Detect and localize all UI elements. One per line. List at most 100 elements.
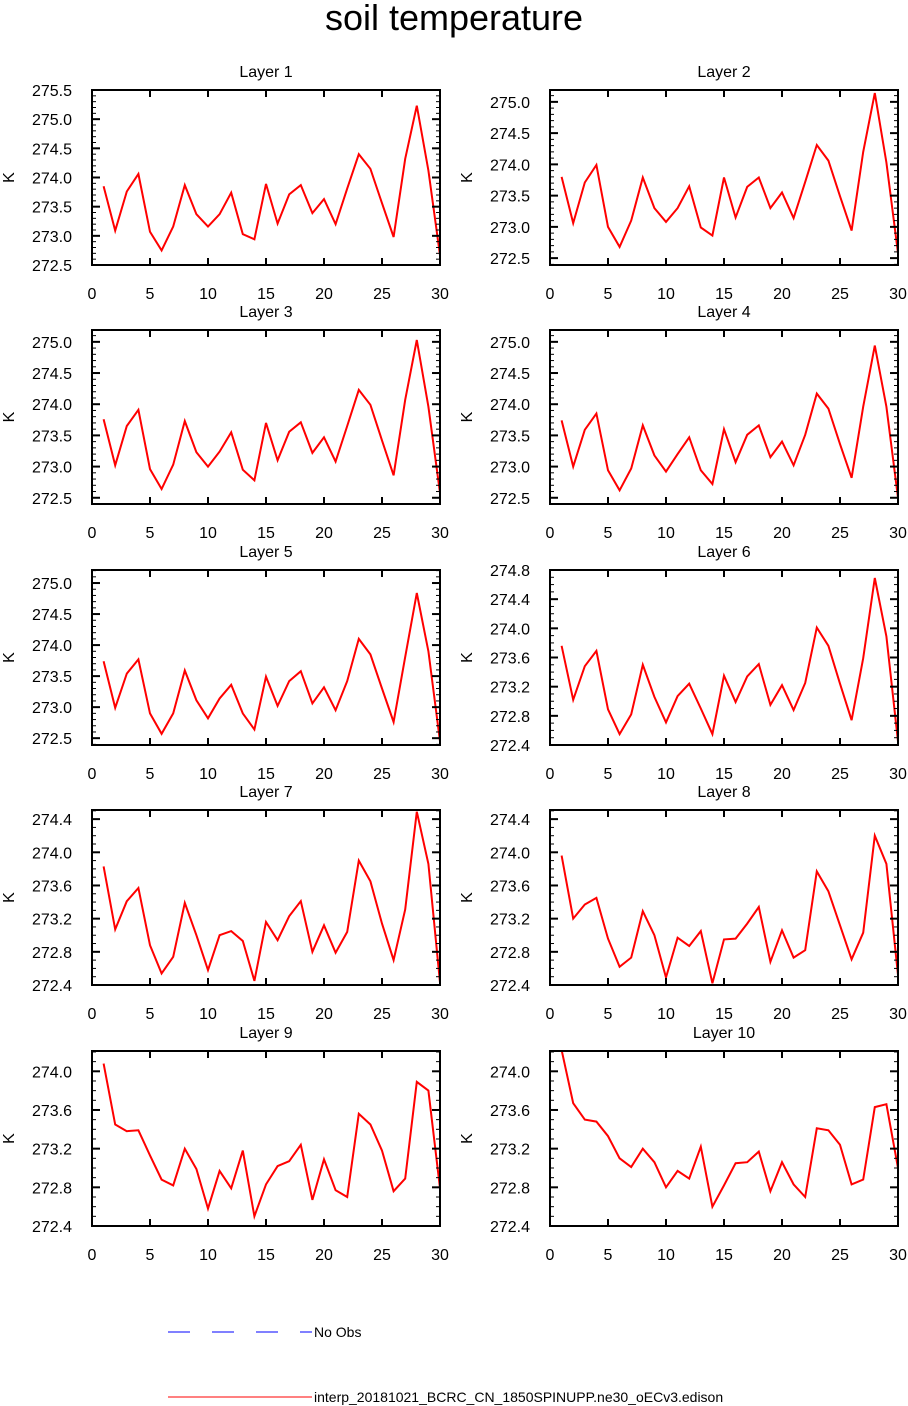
y-axis-label: K bbox=[459, 892, 476, 903]
y-tick-label: 273.6 bbox=[490, 651, 530, 668]
y-tick-label: 274.0 bbox=[490, 397, 530, 414]
panel-layer-9: Layer 9 K 0 5 10 15 20 25 30 272.4 272.8 273.2 273.6… bbox=[1, 1025, 449, 1264]
x-tick-label: 5 bbox=[146, 525, 155, 542]
x-tick-label: 20 bbox=[773, 766, 791, 783]
x-tick-label: 30 bbox=[431, 766, 449, 783]
panel-title: Layer 1 bbox=[239, 64, 292, 81]
panel-title: Layer 8 bbox=[697, 784, 750, 801]
y-axis-label: K bbox=[1, 172, 18, 183]
y-tick-label: 272.5 bbox=[490, 251, 530, 268]
x-tick-label: 25 bbox=[373, 525, 391, 542]
x-tick-label: 25 bbox=[831, 1006, 849, 1023]
x-tick-label: 30 bbox=[889, 766, 907, 783]
x-tick-label: 0 bbox=[546, 525, 555, 542]
y-tick-label: 274.5 bbox=[32, 607, 72, 624]
plot-frame bbox=[91, 569, 441, 746]
series-line bbox=[560, 577, 898, 742]
x-tick-label: 15 bbox=[257, 766, 275, 783]
panel-layer-8: Layer 8 K 0 5 10 15 20 25 30 272.4 272.8 273.2 273.6… bbox=[459, 784, 907, 1023]
series-line bbox=[102, 811, 440, 983]
y-tick-label: 274.0 bbox=[32, 638, 72, 655]
figure-title: soil temperature bbox=[325, 0, 583, 38]
x-tick-label: 5 bbox=[604, 1247, 613, 1264]
x-tick-label: 30 bbox=[889, 1247, 907, 1264]
y-tick-label: 272.5 bbox=[32, 491, 72, 508]
y-tick-label: 272.4 bbox=[32, 1219, 72, 1236]
y-axis-label: K bbox=[1, 1133, 18, 1144]
panel-layer-5: Layer 5 K 0 5 10 15 20 25 30 272.5 273.0 273.5 274.0… bbox=[1, 544, 449, 783]
series-line bbox=[102, 1063, 440, 1221]
y-tick-label: 275.0 bbox=[490, 335, 530, 352]
y-tick-label: 273.6 bbox=[32, 878, 72, 895]
y-tick-label: 274.5 bbox=[490, 366, 530, 383]
x-tick-label: 20 bbox=[773, 1006, 791, 1023]
y-tick-label: 272.5 bbox=[32, 731, 72, 748]
x-tick-label: 5 bbox=[146, 1247, 155, 1264]
x-tick-label: 5 bbox=[604, 1006, 613, 1023]
x-tick-label: 5 bbox=[146, 286, 155, 303]
panel-title: Layer 5 bbox=[239, 544, 292, 561]
x-tick-label: 0 bbox=[88, 286, 97, 303]
x-tick-label: 25 bbox=[373, 1006, 391, 1023]
y-axis-label: K bbox=[459, 172, 476, 183]
y-tick-label: 274.0 bbox=[32, 1064, 72, 1081]
panel-layer-4: Layer 4 K 0 5 10 15 20 25 30 272.5 273.0 273.5 274.0… bbox=[459, 304, 907, 542]
x-tick-label: 30 bbox=[431, 1247, 449, 1264]
x-tick-label: 30 bbox=[431, 1006, 449, 1023]
y-tick-label: 272.4 bbox=[490, 1219, 530, 1236]
x-tick-label: 10 bbox=[657, 766, 675, 783]
y-tick-label: 273.0 bbox=[490, 460, 530, 477]
x-tick-label: 10 bbox=[657, 525, 675, 542]
y-tick-label: 272.8 bbox=[490, 709, 530, 726]
x-tick-label: 5 bbox=[146, 1006, 155, 1023]
panel-title: Layer 7 bbox=[239, 784, 292, 801]
y-tick-label: 272.5 bbox=[490, 491, 530, 508]
x-tick-label: 30 bbox=[431, 525, 449, 542]
x-tick-label: 20 bbox=[315, 286, 333, 303]
y-axis-label: K bbox=[459, 411, 476, 422]
x-tick-label: 30 bbox=[889, 525, 907, 542]
x-tick-label: 10 bbox=[657, 1247, 675, 1264]
plot-frame bbox=[91, 1050, 441, 1227]
x-tick-label: 15 bbox=[257, 1247, 275, 1264]
x-tick-label: 25 bbox=[831, 1247, 849, 1264]
x-tick-label: 20 bbox=[315, 525, 333, 542]
y-tick-label: 273.0 bbox=[32, 229, 72, 246]
y-tick-label: 272.8 bbox=[490, 1180, 530, 1197]
y-tick-label: 272.8 bbox=[490, 945, 530, 962]
y-tick-label: 275.0 bbox=[32, 576, 72, 593]
plot-frame bbox=[91, 329, 441, 505]
panel-title: Layer 10 bbox=[693, 1025, 755, 1042]
plot-frame bbox=[549, 569, 899, 746]
y-axis-label: K bbox=[1, 652, 18, 663]
legend-label-model: interp_20181021_BCRC_CN_1850SPINUPP.ne30… bbox=[314, 1389, 723, 1405]
y-tick-label: 273.2 bbox=[490, 1142, 530, 1159]
x-tick-label: 20 bbox=[773, 525, 791, 542]
panel-layer-3: Layer 3 K 0 5 10 15 20 25 30 272.5 273.0 273.5 274.0… bbox=[1, 304, 449, 542]
y-tick-label: 273.0 bbox=[32, 700, 72, 717]
x-tick-label: 25 bbox=[373, 1247, 391, 1264]
series-line bbox=[102, 105, 440, 256]
x-tick-label: 0 bbox=[546, 286, 555, 303]
x-tick-label: 25 bbox=[831, 286, 849, 303]
y-tick-label: 274.0 bbox=[32, 397, 72, 414]
x-tick-label: 10 bbox=[199, 766, 217, 783]
y-tick-label: 273.6 bbox=[32, 1103, 72, 1120]
y-tick-label: 273.5 bbox=[490, 428, 530, 445]
y-tick-label: 275.0 bbox=[490, 95, 530, 112]
y-tick-label: 272.4 bbox=[490, 738, 530, 755]
y-tick-label: 272.8 bbox=[32, 945, 72, 962]
x-tick-label: 20 bbox=[315, 1006, 333, 1023]
y-tick-label: 273.6 bbox=[490, 1103, 530, 1120]
y-tick-label: 274.0 bbox=[32, 171, 72, 188]
x-tick-label: 15 bbox=[715, 1247, 733, 1264]
series-line bbox=[560, 831, 898, 984]
y-tick-label: 274.0 bbox=[32, 845, 72, 862]
x-tick-label: 25 bbox=[373, 766, 391, 783]
y-tick-label: 274.4 bbox=[490, 592, 530, 609]
panel-layer-10: Layer 10 K 0 5 10 15 20 25 30 272.4 272.8 273.2 273.… bbox=[459, 1025, 907, 1264]
y-axis-label: K bbox=[1, 411, 18, 422]
x-tick-label: 20 bbox=[773, 286, 791, 303]
panel-layer-7: Layer 7 K 0 5 10 15 20 25 30 272.4 272.8 273.2 273.6… bbox=[1, 784, 449, 1023]
